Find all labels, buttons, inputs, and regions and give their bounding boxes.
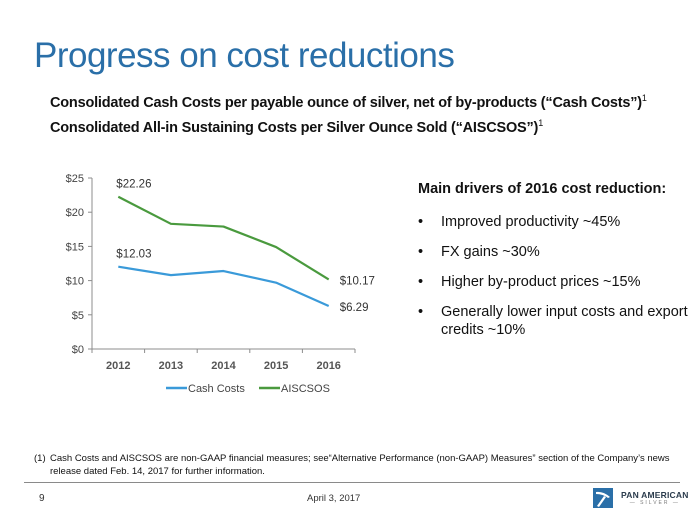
page-title: Progress on cost reductions xyxy=(34,36,455,75)
pickaxe-logo-icon xyxy=(593,488,613,508)
y-tick-label: $10 xyxy=(66,276,84,288)
chart-data-labels: $12.03 $6.29 $22.26 $10.17 xyxy=(116,179,375,314)
footnote-text: Cash Costs and AISCSOS are non-GAAP fina… xyxy=(50,453,670,477)
line-chart: $0 $5 $10 $15 $20 $25 2012 2013 2014 2015 2016 $12… xyxy=(66,173,375,395)
bullet-icon: • xyxy=(418,214,424,230)
data-label: $22.26 xyxy=(116,179,151,191)
page-number: 9 xyxy=(39,493,45,504)
logo-subtitle: — SILVER — xyxy=(629,500,680,506)
data-label: $6.29 xyxy=(340,302,369,314)
drivers-panel: Main drivers of 2016 cost reduction: • Im… xyxy=(418,180,688,351)
data-label: $12.03 xyxy=(116,249,151,261)
footnote: (1) Cash Costs and AISCSOS are non-GAAP … xyxy=(34,452,674,478)
x-tick-label: 2012 xyxy=(106,360,130,372)
bullet-icon: • xyxy=(418,304,424,320)
company-logo: PAN AMERICAN — SILVER — xyxy=(593,488,689,508)
legend-label: Cash Costs xyxy=(188,383,245,395)
driver-item: • FX gains ~30% xyxy=(418,243,688,261)
logo-name: PAN AMERICAN xyxy=(621,490,689,500)
footnote-number: (1) xyxy=(34,453,46,464)
bullet-icon: • xyxy=(418,244,424,260)
subtitle-text: Consolidated Cash Costs per payable ounc… xyxy=(50,94,642,111)
y-tick-label: $0 xyxy=(72,344,84,356)
footnote-marker: 1 xyxy=(538,117,544,128)
chart-axes: $0 $5 $10 $15 $20 $25 2012 2013 2014 2015 2016 xyxy=(66,173,356,372)
x-tick-label: 2014 xyxy=(211,360,236,372)
x-tick-label: 2016 xyxy=(316,360,340,372)
chart-legend: Cash Costs AISCSOS xyxy=(166,383,330,395)
subtitle-line-aiscsos: Consolidated All-in Sustaining Costs per… xyxy=(50,113,647,138)
bullet-icon: • xyxy=(418,274,424,290)
y-tick-label: $20 xyxy=(66,207,84,219)
drivers-list: • Improved productivity ~45% • FX gains ~3… xyxy=(418,213,688,339)
series-line-cash-costs xyxy=(118,265,330,307)
driver-item: • Generally lower input costs and export … xyxy=(418,303,688,339)
subtitle-line-cash-costs: Consolidated Cash Costs per payable ounc… xyxy=(50,88,647,113)
subtitle: Consolidated Cash Costs per payable ounc… xyxy=(50,88,647,138)
x-tick-label: 2013 xyxy=(159,360,183,372)
y-tick-label: $15 xyxy=(66,241,84,253)
footer-divider xyxy=(24,482,680,483)
driver-text: Higher by-product prices ~15% xyxy=(441,274,641,290)
driver-text: Improved productivity ~45% xyxy=(441,214,621,230)
driver-item: • Higher by-product prices ~15% xyxy=(418,273,688,291)
driver-text: Generally lower input costs and export c… xyxy=(441,304,688,338)
drivers-heading: Main drivers of 2016 cost reduction: xyxy=(418,181,667,197)
driver-text: FX gains ~30% xyxy=(441,244,540,260)
driver-item: • Improved productivity ~45% xyxy=(418,213,688,231)
y-tick-label: $25 xyxy=(66,173,84,185)
footnote-marker: 1 xyxy=(641,93,647,103)
subtitle-text: Consolidated All-in Sustaining Costs per… xyxy=(50,119,539,136)
x-tick-label: 2015 xyxy=(264,360,288,372)
series-line-aiscsos xyxy=(117,195,330,281)
data-label: $10.17 xyxy=(340,275,375,287)
legend-label: AISCSOS xyxy=(281,383,330,395)
y-tick-label: $5 xyxy=(72,310,84,322)
footer-date: April 3, 2017 xyxy=(307,493,361,504)
chart-series xyxy=(117,195,330,307)
